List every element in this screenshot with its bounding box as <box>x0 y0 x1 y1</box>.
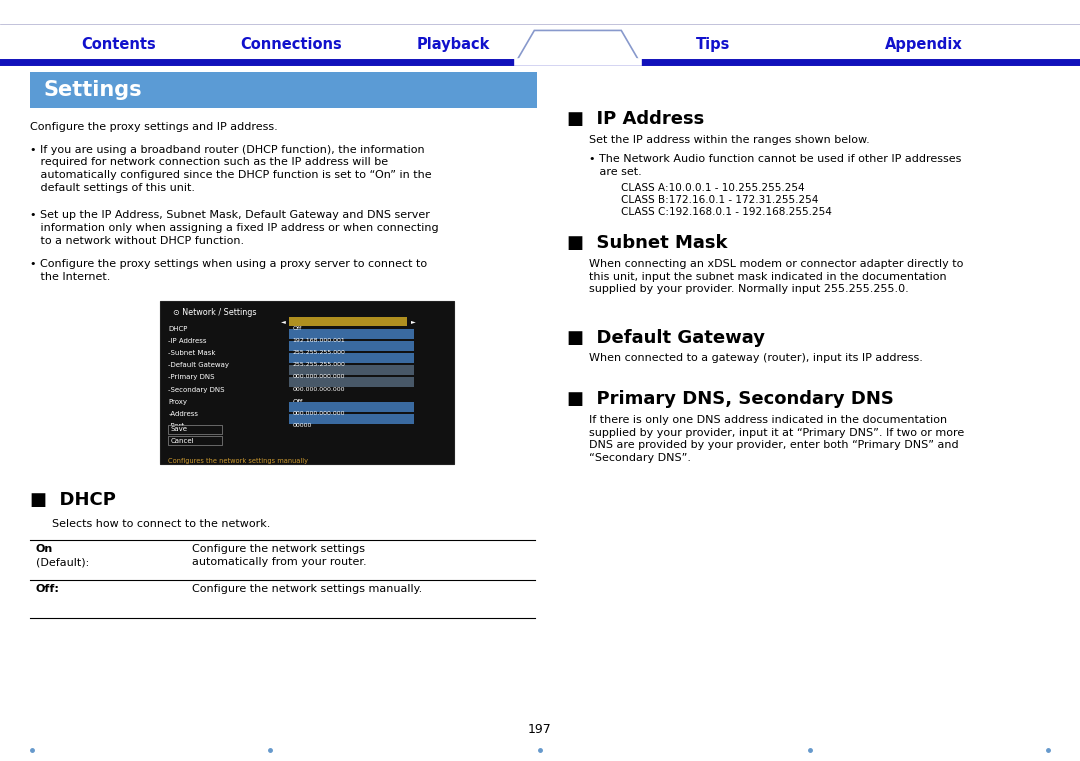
Text: Cancel: Cancel <box>171 438 194 444</box>
FancyBboxPatch shape <box>289 402 414 412</box>
Text: • The Network Audio function cannot be used if other IP addresses
   are set.: • The Network Audio function cannot be u… <box>589 154 961 177</box>
Text: Off: Off <box>293 326 302 331</box>
Text: 00000: 00000 <box>293 423 312 428</box>
FancyBboxPatch shape <box>289 329 326 339</box>
FancyBboxPatch shape <box>289 353 326 363</box>
Text: CLASS C:192.168.0.1 - 192.168.255.254: CLASS C:192.168.0.1 - 192.168.255.254 <box>621 207 832 217</box>
Text: -Subnet Mask: -Subnet Mask <box>168 350 216 356</box>
Text: 192.168.000.001: 192.168.000.001 <box>293 338 346 343</box>
Text: When connected to a gateway (router), input its IP address.: When connected to a gateway (router), in… <box>589 353 922 363</box>
Text: Selects how to connect to the network.: Selects how to connect to the network. <box>52 519 270 529</box>
Text: Save: Save <box>171 426 188 432</box>
FancyBboxPatch shape <box>289 317 407 326</box>
Text: ■  DHCP: ■ DHCP <box>30 491 117 509</box>
Text: Tips: Tips <box>696 37 730 52</box>
FancyBboxPatch shape <box>289 402 326 412</box>
FancyBboxPatch shape <box>289 377 414 387</box>
FancyBboxPatch shape <box>289 414 384 424</box>
Text: Off:: Off: <box>36 584 59 594</box>
Text: Connections: Connections <box>241 37 342 52</box>
FancyBboxPatch shape <box>289 329 414 339</box>
FancyBboxPatch shape <box>289 365 326 375</box>
Text: -Primary DNS: -Primary DNS <box>168 374 215 380</box>
Text: Off: Off <box>293 399 303 405</box>
Text: Settings: Settings <box>43 80 141 100</box>
FancyBboxPatch shape <box>289 365 414 375</box>
Text: On: On <box>36 544 53 554</box>
Text: When connecting an xDSL modem or connector adapter directly to
this unit, input : When connecting an xDSL modem or connect… <box>589 259 963 295</box>
FancyBboxPatch shape <box>289 414 414 424</box>
Text: • If you are using a broadband router (DHCP function), the information
   requir: • If you are using a broadband router (D… <box>30 145 432 193</box>
Text: ⊙ Network / Settings: ⊙ Network / Settings <box>173 308 256 317</box>
Text: CLASS A:10.0.0.1 - 10.255.255.254: CLASS A:10.0.0.1 - 10.255.255.254 <box>621 183 805 193</box>
Text: • Configure the proxy settings when using a proxy server to connect to
   the In: • Configure the proxy settings when usin… <box>30 259 428 282</box>
FancyBboxPatch shape <box>289 317 325 326</box>
Text: Contents: Contents <box>81 37 157 52</box>
Text: Proxy: Proxy <box>168 399 188 405</box>
Text: ◄: ◄ <box>281 320 285 324</box>
Text: ■  IP Address: ■ IP Address <box>567 110 704 129</box>
Text: CLASS B:172.16.0.1 - 172.31.255.254: CLASS B:172.16.0.1 - 172.31.255.254 <box>621 195 819 205</box>
Text: Set the IP address within the ranges shown below.: Set the IP address within the ranges sho… <box>589 135 869 145</box>
Text: -Secondary DNS: -Secondary DNS <box>168 387 225 393</box>
Text: Playback: Playback <box>417 37 490 52</box>
Text: DHCP: DHCP <box>168 326 188 332</box>
FancyBboxPatch shape <box>168 425 222 434</box>
FancyBboxPatch shape <box>160 301 454 464</box>
Text: Appendix: Appendix <box>885 37 962 52</box>
Text: (Default):: (Default): <box>36 557 89 567</box>
Text: ■  Primary DNS, Secondary DNS: ■ Primary DNS, Secondary DNS <box>567 390 894 408</box>
FancyBboxPatch shape <box>289 341 414 351</box>
Text: ■  Default Gateway: ■ Default Gateway <box>567 329 765 347</box>
Text: ►: ► <box>410 320 416 324</box>
Text: Configure the proxy settings and IP address.: Configure the proxy settings and IP addr… <box>30 122 278 132</box>
Text: 255.255.255.000: 255.255.255.000 <box>293 362 346 368</box>
Text: 255.255.255.000: 255.255.255.000 <box>293 350 346 355</box>
FancyBboxPatch shape <box>168 436 222 445</box>
Text: Configures the network settings manually: Configures the network settings manually <box>168 458 309 464</box>
Text: -Address: -Address <box>168 411 199 417</box>
Text: ■  Subnet Mask: ■ Subnet Mask <box>567 234 728 253</box>
FancyBboxPatch shape <box>289 377 326 387</box>
Text: • Set up the IP Address, Subnet Mask, Default Gateway and DNS server
   informat: • Set up the IP Address, Subnet Mask, De… <box>30 210 438 246</box>
FancyBboxPatch shape <box>289 353 414 363</box>
FancyBboxPatch shape <box>289 341 326 351</box>
Polygon shape <box>516 30 639 62</box>
Text: Configure the network settings manually.: Configure the network settings manually. <box>192 584 422 594</box>
Text: Configure the network settings
automatically from your router.: Configure the network settings automatic… <box>192 544 367 567</box>
Text: -Default Gateway: -Default Gateway <box>168 362 229 368</box>
Text: 000.000.000.000: 000.000.000.000 <box>293 411 346 416</box>
Text: 000.000.000.000: 000.000.000.000 <box>293 387 346 392</box>
Text: If there is only one DNS address indicated in the documentation
supplied by your: If there is only one DNS address indicat… <box>589 415 963 463</box>
Text: 197: 197 <box>528 722 552 736</box>
Text: -Port: -Port <box>168 423 185 429</box>
Text: 000.000.000.000: 000.000.000.000 <box>293 374 346 380</box>
Text: -IP Address: -IP Address <box>168 338 207 344</box>
FancyBboxPatch shape <box>30 72 537 108</box>
